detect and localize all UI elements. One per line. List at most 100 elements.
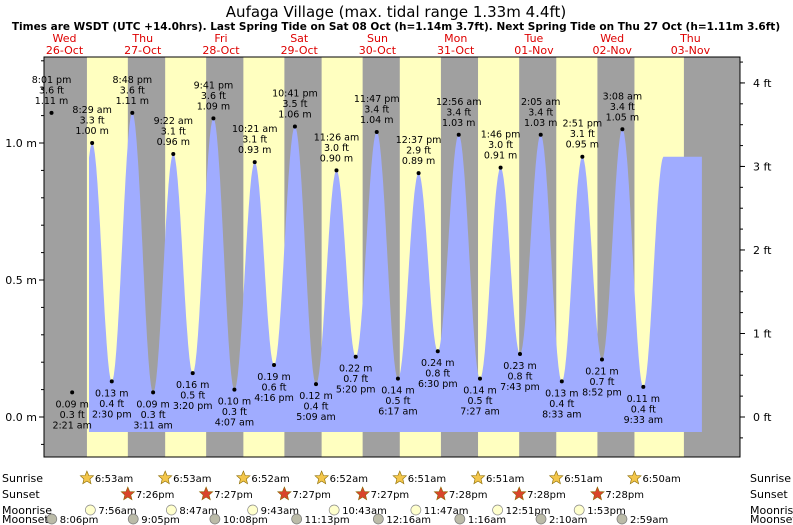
tide-label: 0.7 ft <box>589 377 614 388</box>
sunrise-icon <box>235 470 251 485</box>
tide-point <box>252 160 257 165</box>
sunset-icon <box>355 486 371 501</box>
tide-point <box>599 357 604 362</box>
tide-label: 8:52 pm <box>582 387 622 398</box>
tide-label: 3.0 ft <box>488 140 513 151</box>
tide-label: 1.00 m <box>75 126 108 137</box>
tide-label: 0.5 ft <box>467 396 492 407</box>
tide-label: 3.4 ft <box>610 102 635 113</box>
day-date: 26-Oct <box>46 44 84 57</box>
tide-point <box>477 376 482 381</box>
tide-label: 10:21 am <box>232 124 277 135</box>
tide-label: 0.3 ft <box>222 407 247 418</box>
tide-label: 7:43 pm <box>500 382 540 393</box>
tide-point <box>353 354 358 359</box>
tide-label: 0.4 ft <box>631 404 656 415</box>
moonrise-icon <box>573 504 585 516</box>
y-tick-label-ft: 0 ft <box>753 411 772 424</box>
footer-row-label-right: Sunset <box>750 488 788 501</box>
sunset-time: 7:27pm <box>214 490 253 501</box>
tide-point <box>641 384 646 389</box>
footer-row-label-left: Moonrise <box>2 504 52 517</box>
tide-point <box>517 351 522 356</box>
tide-point <box>90 141 95 145</box>
footer-row-label-left: Moonset <box>2 513 49 525</box>
moonrise-time: 9:43am <box>261 506 299 517</box>
tide-label: 0.4 ft <box>549 399 574 410</box>
tide-label: 1.06 m <box>278 110 311 121</box>
tide-label: 0.14 m <box>381 386 414 397</box>
moonrise-icon <box>247 504 259 516</box>
tide-label: 1:46 pm <box>481 130 521 141</box>
moonset-time: 11:13pm <box>305 515 350 525</box>
sunset-time: 7:27pm <box>371 490 410 501</box>
tide-label: 0.93 m <box>238 145 271 156</box>
day-date: 03-Nov <box>671 44 711 57</box>
moonset-time: 2:10am <box>549 515 587 525</box>
tide-point <box>211 116 216 121</box>
tide-label: 1.11 m <box>35 96 68 107</box>
tide-label: 3.1 ft <box>161 126 186 137</box>
tide-point <box>620 127 625 132</box>
day-date: 30-Oct <box>359 44 397 57</box>
moonrise-time: 12:51pm <box>506 506 551 517</box>
tide-point <box>416 171 421 176</box>
tide-label: 0.13 m <box>95 388 128 399</box>
tide-label: 1.04 m <box>360 115 393 126</box>
sunrise-time: 6:53am <box>95 474 133 485</box>
tide-label: 12:56 am <box>436 97 481 108</box>
moonset-time: 2:59am <box>630 515 668 525</box>
sunset-icon <box>120 486 136 501</box>
sunset-time: 7:26pm <box>136 490 175 501</box>
tide-label: 1.11 m <box>116 96 149 107</box>
tide-label: 3.6 ft <box>201 91 226 102</box>
tide-label: 3.1 ft <box>570 129 595 140</box>
y-tick-label-m: 1.0 m <box>5 137 37 150</box>
moonset-time: 12:16am <box>386 515 431 525</box>
tide-label: 7:27 am <box>460 407 499 418</box>
sunrise-time: 6:53am <box>173 474 211 485</box>
tide-label: 8:01 pm <box>32 75 72 86</box>
day-of-week: Mon <box>444 32 467 45</box>
moonset-icon <box>372 513 384 525</box>
day-date: 02-Nov <box>592 44 632 57</box>
day-date: 31-Oct <box>437 44 475 57</box>
sunset-icon <box>511 486 527 501</box>
day-of-week: Sat <box>290 32 309 45</box>
tide-point <box>456 132 461 137</box>
tide-point <box>559 379 564 384</box>
footer-row-label-right: Moonrise <box>750 504 793 517</box>
sunrise-time: 6:51am <box>408 474 446 485</box>
day-of-week: Sun <box>367 32 388 45</box>
sunset-icon <box>198 486 214 501</box>
moonset-time: 1:16am <box>468 515 506 525</box>
moonset-time: 8:06pm <box>60 515 99 525</box>
tide-point <box>272 362 277 367</box>
moonrise-time: 1:53pm <box>587 506 626 517</box>
footer-row-label-left: Sunset <box>2 488 40 501</box>
moonset-icon <box>291 513 303 525</box>
tide-point <box>498 165 503 170</box>
moonrise-icon <box>328 504 340 516</box>
day-of-week: Fri <box>214 32 227 45</box>
moonset-icon <box>454 513 466 525</box>
tide-point <box>232 387 237 392</box>
tide-point <box>435 349 440 354</box>
sunrise-time: 6:51am <box>486 474 524 485</box>
tide-label: 2:30 pm <box>92 409 132 420</box>
moonrise-icon <box>166 504 177 516</box>
sunset-icon <box>590 486 605 501</box>
tide-label: 1.03 m <box>524 118 557 129</box>
tide-label: 3:08 am <box>603 91 642 102</box>
chart-subtitle: Times are WSDT (UTC +14.0hrs). Last Spri… <box>12 21 780 33</box>
y-tick-label-m: 0.5 m <box>5 274 37 287</box>
tide-point <box>151 390 156 395</box>
sunrise-time: 6:52am <box>251 474 289 485</box>
tide-label: 8:33 am <box>542 409 581 420</box>
tide-label: 4:07 am <box>215 418 254 429</box>
tide-point <box>314 382 319 387</box>
sunrise-icon <box>392 470 408 485</box>
sunset-icon <box>276 486 292 501</box>
tide-label: 5:09 am <box>296 412 335 423</box>
day-of-week: Tue <box>524 32 544 45</box>
